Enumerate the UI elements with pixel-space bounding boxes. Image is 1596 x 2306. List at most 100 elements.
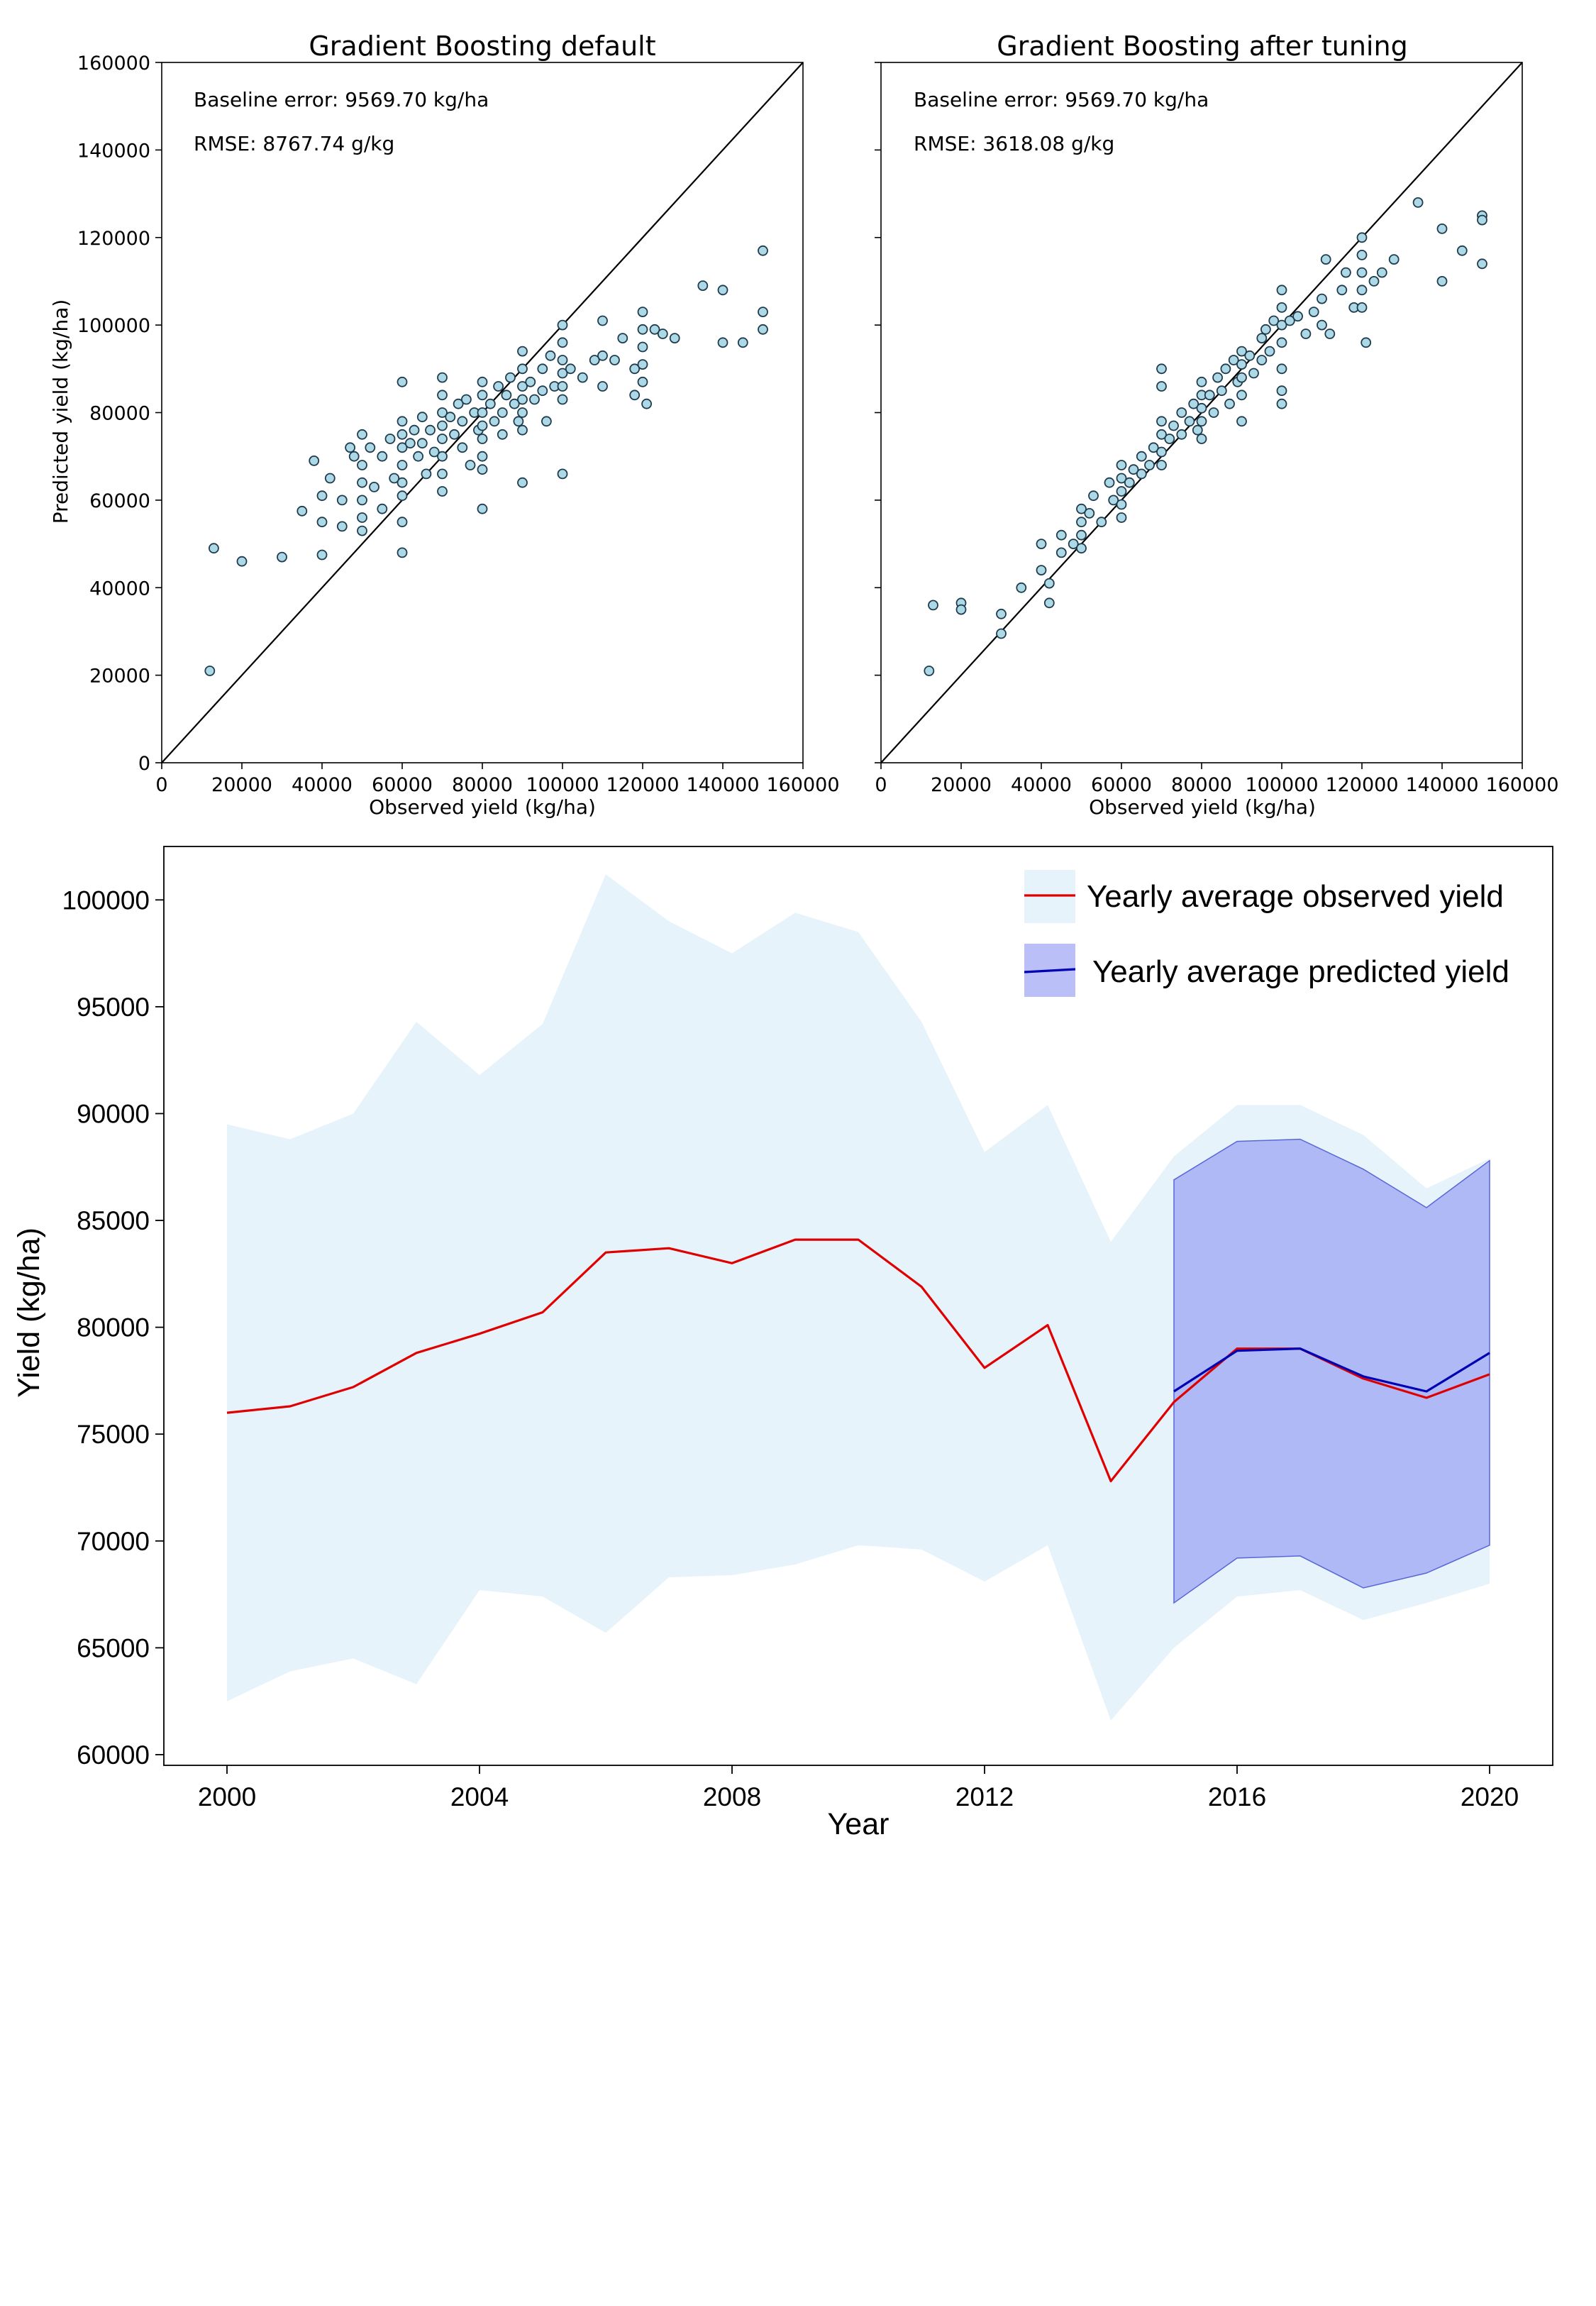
data-point: [336, 495, 348, 506]
data-point: [1276, 337, 1287, 348]
data-point: [557, 337, 568, 348]
x-tick-label: 120000: [606, 774, 679, 796]
legend: Yearly average observed yield Yearly aver…: [1024, 870, 1509, 997]
yearly-ylabel: Yield (kg/ha): [12, 1228, 46, 1398]
x-tick-label: 140000: [686, 774, 759, 796]
data-point: [1156, 446, 1167, 458]
data-point: [297, 505, 308, 517]
data-point: [717, 285, 728, 296]
y-tick-label: 75000: [77, 1420, 150, 1449]
data-point: [457, 416, 468, 427]
data-point: [404, 438, 416, 449]
data-point: [1212, 372, 1223, 383]
scatter-default-title: Gradient Boosting default: [309, 31, 655, 62]
data-point: [1108, 495, 1119, 506]
data-point: [1088, 490, 1099, 502]
data-point: [1276, 302, 1287, 313]
x-tick-label: 40000: [1011, 774, 1072, 796]
data-point: [397, 477, 408, 488]
data-point: [461, 394, 472, 405]
yearly-xlabel: Year: [828, 1807, 890, 1841]
legend-observed-label: Yearly average observed yield: [1087, 879, 1504, 914]
predicted-range-band: [1173, 1138, 1490, 1604]
data-point: [955, 604, 967, 615]
data-point: [1376, 267, 1387, 278]
data-point: [557, 394, 568, 405]
data-point: [589, 355, 600, 365]
data-point: [629, 363, 641, 375]
y-tick-label: 80000: [77, 1313, 150, 1342]
data-point: [465, 460, 476, 470]
data-point: [1244, 350, 1256, 361]
y-tick-label: 80000: [89, 403, 150, 425]
data-point: [377, 451, 388, 462]
data-point: [517, 424, 528, 436]
data-point: [1284, 315, 1295, 326]
data-point: [1068, 539, 1079, 549]
data-point: [236, 556, 248, 567]
data-point: [416, 412, 428, 423]
y-tick-label: 100000: [77, 315, 150, 337]
data-point: [1216, 385, 1227, 397]
data-point: [437, 486, 448, 497]
data-point: [1184, 416, 1195, 427]
data-point: [1036, 539, 1047, 549]
data-point: [477, 390, 488, 401]
x-tick-label: 2008: [703, 1782, 761, 1811]
data-point: [1136, 451, 1147, 462]
data-point: [1341, 267, 1351, 278]
data-point: [1356, 249, 1368, 260]
data-point: [637, 341, 648, 353]
data-point: [758, 245, 768, 256]
data-point: [1256, 355, 1268, 365]
data-point: [449, 429, 460, 440]
data-point: [1317, 319, 1327, 331]
scatter-default-panel: Gradient Boosting default Baseline error…: [49, 31, 840, 819]
data-point: [924, 666, 935, 676]
data-point: [1156, 381, 1167, 392]
data-point: [1116, 473, 1127, 484]
data-point: [1236, 416, 1247, 427]
data-point: [425, 424, 436, 436]
data-point: [357, 495, 367, 506]
data-point: [1264, 346, 1275, 357]
scatter-points: [924, 197, 1487, 676]
data-point: [477, 464, 488, 475]
scatter-default-xlabel: Observed yield (kg/ha): [369, 795, 596, 819]
data-point: [1196, 416, 1207, 427]
data-point: [1204, 390, 1215, 401]
data-point: [316, 490, 328, 502]
data-point: [1276, 363, 1287, 375]
data-point: [1116, 499, 1127, 510]
x-tick-label: 0: [875, 774, 887, 796]
data-point: [1168, 420, 1179, 431]
data-point: [505, 372, 516, 383]
data-point: [996, 608, 1007, 619]
data-point: [1208, 407, 1219, 418]
data-point: [557, 319, 568, 331]
data-point: [597, 350, 608, 361]
data-point: [489, 416, 500, 427]
data-point: [565, 363, 576, 375]
data-point: [1276, 385, 1287, 397]
data-point: [1164, 434, 1175, 444]
data-point: [1176, 407, 1187, 418]
data-point: [1292, 311, 1303, 322]
y-tick-label: 90000: [77, 1099, 150, 1128]
data-point: [758, 324, 768, 335]
data-point: [1148, 442, 1159, 453]
data-point: [416, 438, 428, 449]
data-point: [477, 407, 488, 418]
data-point: [437, 407, 448, 418]
data-point: [477, 376, 488, 387]
data-point: [501, 390, 512, 401]
y-tick-label: 120000: [77, 228, 150, 250]
data-point: [1308, 307, 1319, 318]
data-point: [649, 324, 660, 335]
data-point: [1188, 398, 1199, 409]
x-tick-label: 60000: [1091, 774, 1152, 796]
data-point: [1361, 337, 1372, 348]
data-point: [1477, 214, 1487, 226]
data-point: [557, 355, 568, 365]
data-point: [493, 381, 504, 392]
